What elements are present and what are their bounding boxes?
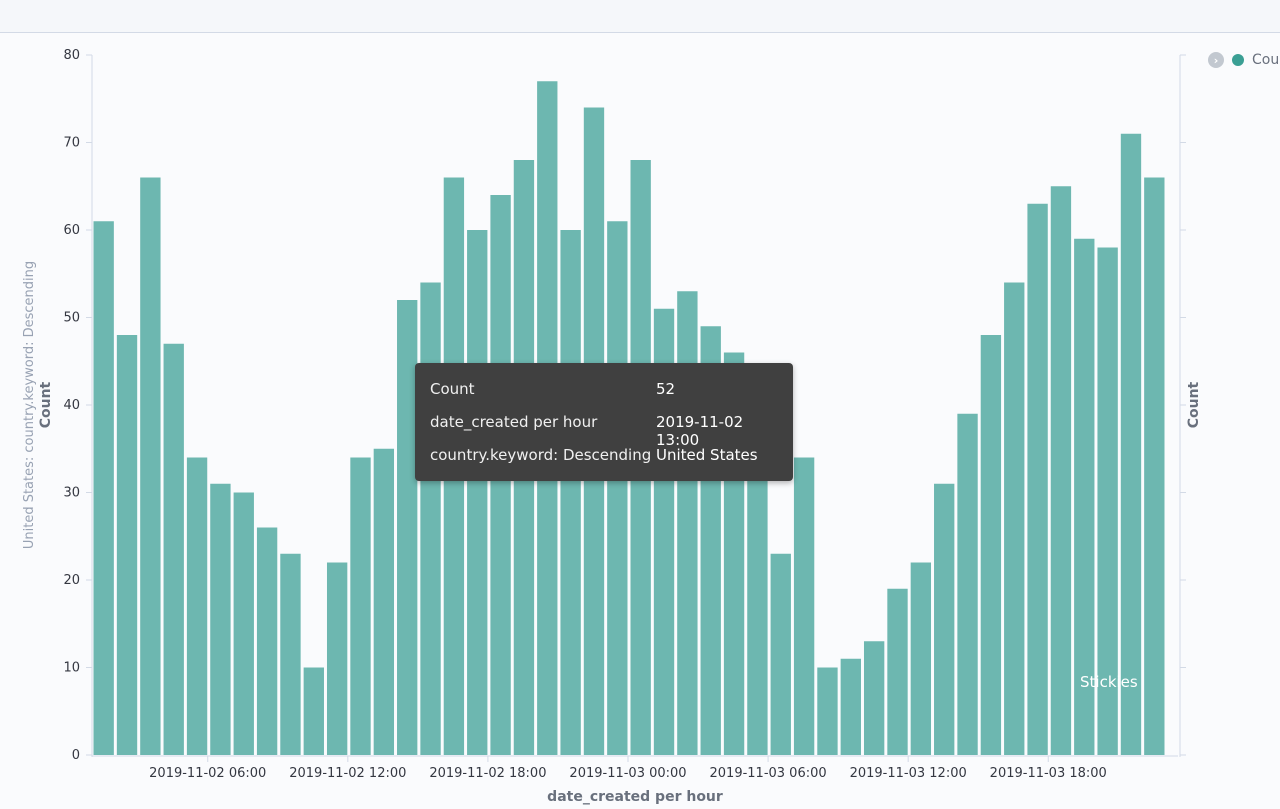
bar: [817, 667, 838, 755]
bar: [863, 641, 885, 755]
tooltip-key: country.keyword: Descending: [430, 446, 652, 464]
bar: [957, 413, 978, 755]
bar: [770, 553, 791, 755]
bar: [140, 177, 161, 755]
bar: [326, 562, 348, 755]
tooltip-value: United States: [656, 446, 758, 464]
x-tick-label: 2019-11-03 12:00: [850, 766, 967, 781]
bar: [210, 483, 231, 755]
bar: [467, 230, 488, 755]
y-tick-label: 80: [63, 48, 80, 63]
y-tick-label: 0: [72, 748, 80, 763]
legend-label[interactable]: Cou: [1252, 52, 1280, 68]
bar: [280, 553, 301, 755]
x-axis-title: date_created per hour: [547, 789, 723, 805]
bar: [303, 667, 324, 755]
bar: [910, 562, 932, 755]
tooltip-row: Count 52: [430, 380, 783, 400]
bar: [186, 457, 208, 755]
bar: [397, 300, 418, 755]
bar: [1027, 203, 1048, 755]
stickies-watermark: Stickies: [1080, 673, 1138, 691]
x-tick-label: 2019-11-03 06:00: [710, 766, 827, 781]
tooltip-value: 52: [656, 380, 676, 398]
y-tick-label: 40: [63, 398, 80, 413]
bar: [1097, 247, 1118, 755]
bar: [116, 335, 138, 755]
y-axis-title: Count: [38, 381, 54, 428]
right-axis-title: Count: [1186, 381, 1202, 428]
bar: [373, 448, 395, 755]
tooltip-key: date_created per hour: [430, 413, 598, 431]
bar: [163, 343, 184, 755]
bar: [677, 291, 698, 755]
y-tick-label: 30: [63, 486, 80, 501]
chart-legend: › Cou: [1208, 52, 1279, 68]
bar: [1074, 238, 1095, 755]
bar: [1144, 177, 1165, 755]
bar: [350, 457, 371, 755]
tooltip-row: country.keyword: Descending United State…: [430, 446, 783, 466]
bar: [934, 483, 955, 755]
bar: [980, 335, 1002, 755]
bar: [1120, 133, 1142, 755]
tooltip-value: 2019-11-02 13:00: [656, 413, 744, 449]
bar: [93, 221, 114, 755]
x-tick-label: 2019-11-02 18:00: [429, 766, 546, 781]
top-toolbar: [0, 0, 1280, 33]
chart-tooltip: Count 52 date_created per hour 2019-11-0…: [415, 363, 793, 481]
chart-ticks: 0 10 20 30 40 50 60 70 80 2019-11-02 06:00 2019-11…: [63, 48, 1186, 781]
tooltip-row: date_created per hour 2019-11-02 13:00: [430, 413, 783, 449]
bar: [1004, 282, 1025, 755]
chevron-right-icon[interactable]: ›: [1208, 52, 1224, 68]
bar: [887, 588, 908, 755]
bar: [840, 658, 861, 755]
bar: [560, 230, 581, 755]
x-tick-label: 2019-11-02 12:00: [289, 766, 406, 781]
y-tick-label: 20: [63, 573, 80, 588]
y-tick-label: 10: [63, 661, 80, 676]
bar: [420, 282, 441, 755]
x-tick-label: 2019-11-03 00:00: [569, 766, 686, 781]
chart-axes: [91, 55, 1181, 757]
x-tick-label: 2019-11-02 06:00: [149, 766, 266, 781]
y-axis-split-label: United States: country.keyword: Descendi…: [22, 261, 37, 549]
bar: [1050, 186, 1072, 755]
y-tick-label: 60: [63, 223, 80, 238]
y-tick-label: 50: [63, 311, 80, 326]
tooltip-key: Count: [430, 380, 475, 398]
bar: [793, 457, 815, 755]
bar: [233, 492, 254, 755]
x-tick-label: 2019-11-03 18:00: [990, 766, 1107, 781]
bar: [607, 221, 628, 755]
y-tick-label: 70: [63, 136, 80, 151]
bar: [256, 527, 278, 755]
legend-color-dot[interactable]: [1232, 54, 1244, 66]
